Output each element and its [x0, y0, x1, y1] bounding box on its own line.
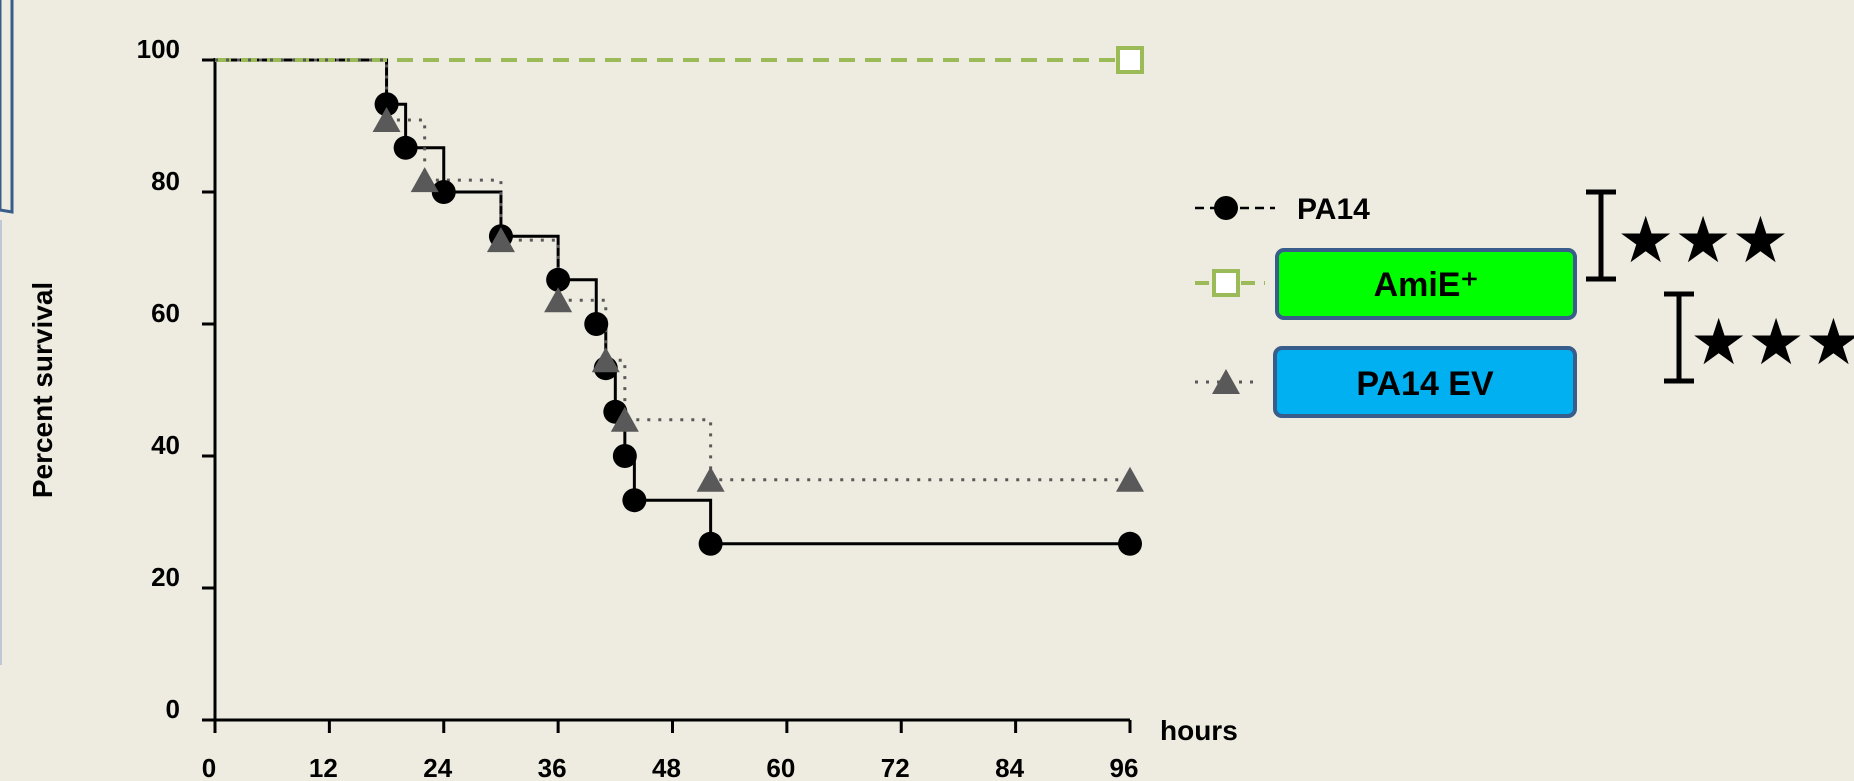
legend-item-pa14-ev: PA14 EV [1195, 346, 1577, 418]
data-point-triangle [1116, 466, 1144, 492]
data-point-triangle [610, 406, 639, 432]
x-tick-label: 60 [766, 753, 795, 781]
series-line-0 [215, 58, 1130, 546]
significance-stars-2: ★★★ [1690, 306, 1854, 380]
plot-axes: 0 20 40 60 80 100 0 12 24 36 48 60 72 84 96 [137, 34, 1139, 781]
data-point-triangle [544, 287, 573, 313]
data-point-triangle [486, 227, 515, 253]
legend-item-pa14: PA14 [1195, 193, 1370, 226]
y-tick-label: 0 [166, 694, 180, 724]
x-tick-label: 0 [202, 753, 216, 781]
y-tick-label: 80 [151, 166, 180, 196]
legend-marker-triangle [1212, 369, 1240, 394]
data-point-circle [431, 180, 456, 204]
data-point-triangle [372, 107, 401, 133]
x-tick-label: 24 [423, 753, 452, 781]
x-tick-label: 12 [309, 753, 338, 781]
data-point-circle [622, 488, 647, 513]
legend-label-pa14-ev: PA14 EV [1356, 365, 1494, 403]
x-tick-label: 72 [881, 753, 910, 781]
legend: PA14 AmiE⁺ PA14 EV [1195, 193, 1577, 418]
legend-item-amie: AmiE⁺ [1195, 248, 1577, 320]
data-point-circle [584, 312, 609, 336]
series-line-2 [215, 58, 1130, 482]
y-tick-label: 20 [151, 562, 180, 592]
legend-label-pa14: PA14 [1297, 193, 1370, 226]
legend-marker-square [1212, 269, 1240, 297]
x-tick-label: 96 [1110, 753, 1139, 781]
significance-bracket-2: ★★★ [1664, 291, 1854, 384]
data-point-circle [612, 444, 637, 468]
x-tick-label: 84 [995, 753, 1024, 781]
data-point-square [1116, 46, 1144, 74]
x-tick-label: 36 [538, 753, 567, 781]
data-point-triangle [591, 347, 620, 373]
legend-box-amie [1275, 248, 1577, 320]
y-tick-label: 60 [151, 298, 180, 328]
data-point-circle [393, 135, 418, 160]
y-tick-label: 100 [137, 34, 180, 64]
data-point-circle [546, 267, 571, 292]
significance-stars-1: ★★★ [1617, 204, 1789, 278]
legend-marker-circle [1214, 196, 1238, 220]
data-point-triangle [410, 167, 439, 193]
legend-box-pa14-ev [1273, 346, 1577, 418]
significance-bracket-1: ★★★ [1586, 189, 1789, 282]
data-point-triangle [696, 466, 725, 492]
slide-frame-decoration [0, 0, 14, 214]
y-axis-title: Percent survival [27, 282, 58, 498]
data-point-circle [374, 92, 399, 117]
y-tick-label: 40 [151, 430, 180, 460]
data-point-circle [698, 531, 723, 556]
series-lines [215, 58, 1130, 546]
legend-label-amie: AmiE⁺ [1374, 266, 1479, 304]
series-markers [372, 46, 1144, 556]
x-axis-title: hours [1160, 715, 1238, 746]
data-point-circle [1118, 531, 1142, 556]
x-tick-label: 48 [652, 753, 681, 781]
